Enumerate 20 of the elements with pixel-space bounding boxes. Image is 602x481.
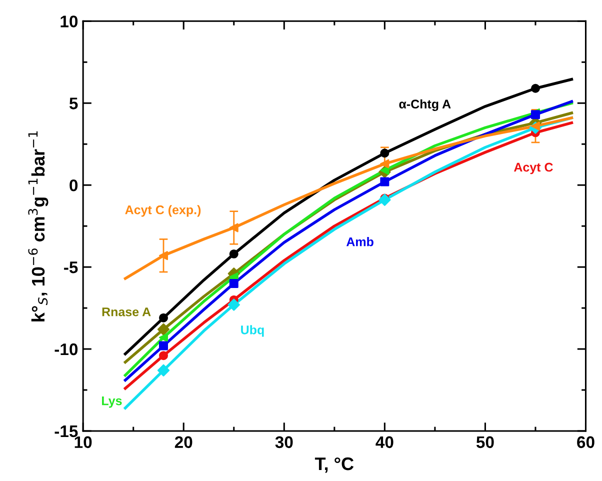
series-label: Acyt C (exp.) xyxy=(125,205,201,217)
series-label: Rnase A xyxy=(102,308,151,316)
series-label: Lys xyxy=(102,396,122,408)
y-tick-label: -15 xyxy=(54,426,78,438)
series-label: α-Chtg A xyxy=(399,99,451,112)
x-tick-label: 20 xyxy=(174,436,192,448)
series-label: Ubq xyxy=(241,325,264,337)
series-label: Acyt C xyxy=(514,162,553,174)
y-tick-label: -5 xyxy=(64,262,78,274)
x-tick-label: 30 xyxy=(275,436,293,448)
x-tick-label: 60 xyxy=(577,436,594,448)
text: Amb xyxy=(346,237,374,246)
x-tick-label: 40 xyxy=(376,436,394,448)
y-tick-label: -10 xyxy=(54,343,78,356)
y-tick-label: 0 xyxy=(70,179,78,192)
x-tick-label: 50 xyxy=(476,436,494,448)
y-tick-label: 5 xyxy=(69,98,78,110)
text: k°$_{S}$, 10$^{−6}$ cm$^{3}$g$^{−1}$bar$^{−1}$ xyxy=(28,131,48,322)
x-axis-title: T, °C xyxy=(314,457,354,473)
y-tick-label: 10 xyxy=(60,16,78,28)
